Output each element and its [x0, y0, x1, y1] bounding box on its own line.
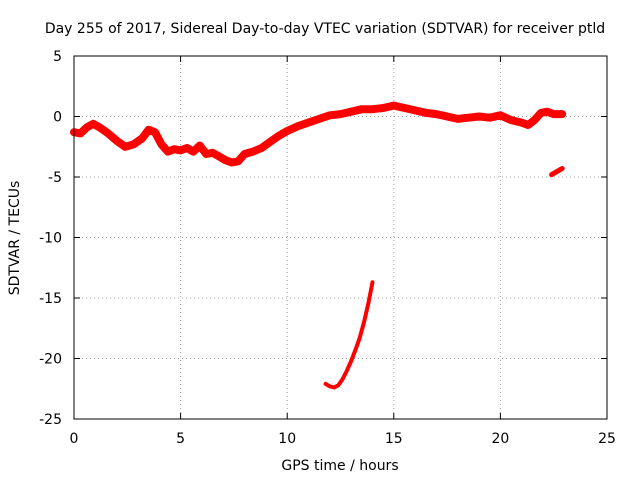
y-axis-label: SDTVAR / TECUs — [7, 181, 23, 296]
x-tick-label: 5 — [176, 431, 185, 447]
series-line-secondary-segment — [549, 166, 565, 178]
y-tick-label: -5 — [48, 170, 62, 186]
data-series — [70, 101, 567, 390]
series-line-main-track — [70, 101, 567, 167]
y-tick-label: -25 — [39, 412, 62, 428]
chart-title: Day 255 of 2017, Sidereal Day-to-day VTE… — [45, 21, 605, 37]
y-tick-label: -15 — [39, 291, 62, 307]
axis-ticks: 0 5 10 15 20 25 5 0 -5 -10 -15 -20 -25 — [39, 49, 616, 447]
x-tick-label: 0 — [70, 431, 79, 447]
y-tick-label: 0 — [53, 110, 62, 126]
y-tick-label: -10 — [39, 231, 62, 247]
x-tick-label: 20 — [491, 431, 509, 447]
series-line-dip-segment — [323, 280, 375, 390]
x-tick-label: 25 — [598, 431, 616, 447]
y-tick-label: 5 — [53, 49, 62, 65]
y-tick-label: -20 — [39, 352, 62, 368]
x-tick-label: 10 — [278, 431, 296, 447]
x-axis-label: GPS time / hours — [281, 458, 398, 474]
x-tick-label: 15 — [385, 431, 403, 447]
